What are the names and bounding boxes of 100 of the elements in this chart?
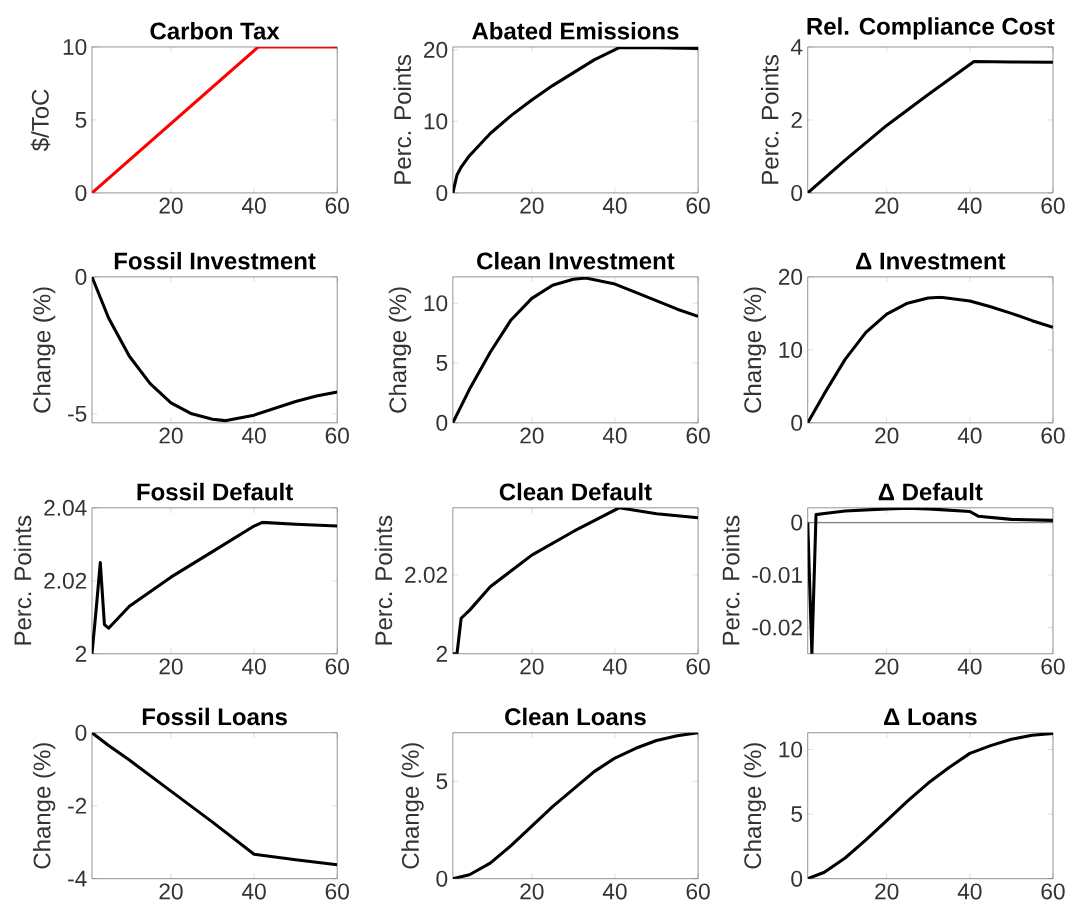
y-tick-label: 10 bbox=[779, 741, 803, 758]
x-tick-label: 20 bbox=[875, 427, 899, 444]
x-tick-label: 40 bbox=[242, 427, 266, 444]
y-tick-label: 0 bbox=[791, 514, 803, 531]
y-tick-label: 2 bbox=[75, 646, 87, 662]
x-tick-label: 40 bbox=[242, 658, 266, 675]
x-tick-label: 20 bbox=[520, 197, 544, 214]
x-tick-label: 20 bbox=[520, 427, 544, 444]
y-tick-label: -5 bbox=[68, 406, 87, 422]
y-tick-label: 20 bbox=[424, 41, 448, 59]
x-tick-label: 20 bbox=[159, 658, 183, 675]
y-tick-label: 2.02 bbox=[405, 567, 447, 584]
x-tick-label: 60 bbox=[1041, 658, 1065, 675]
x-tick-label: 60 bbox=[686, 197, 710, 214]
line-series bbox=[91, 521, 338, 654]
line-series bbox=[807, 507, 1053, 654]
line-series bbox=[807, 295, 1053, 423]
y-tick-label: 2.04 bbox=[44, 499, 87, 517]
y-tick-label: 10 bbox=[424, 113, 448, 130]
y-tick-label: 20 bbox=[778, 269, 803, 286]
y-axis-title: Perc. Points bbox=[13, 516, 32, 645]
chart-title: Δ Loans bbox=[884, 708, 977, 726]
x-tick-label: 40 bbox=[242, 883, 266, 900]
y-axis-title: Perc. Points bbox=[721, 516, 740, 645]
chart-title: Carbon Tax bbox=[150, 22, 280, 40]
y-axis-title: Perc. Points bbox=[393, 55, 412, 184]
x-tick-label: 40 bbox=[602, 197, 627, 214]
y-axis-title: Change (%) bbox=[32, 743, 56, 869]
x-tick-label: 40 bbox=[602, 427, 627, 444]
x-tick-label: 40 bbox=[602, 883, 627, 900]
y-tick-label: 0 bbox=[436, 185, 448, 202]
y-tick-label: 5 bbox=[75, 112, 87, 129]
x-tick-label: 20 bbox=[159, 197, 183, 214]
x-tick-label: 60 bbox=[325, 427, 349, 444]
y-tick-label: 0 bbox=[791, 185, 803, 202]
x-tick-label: 40 bbox=[957, 197, 982, 214]
line-series bbox=[807, 732, 1053, 879]
y-tick-label: 5 bbox=[436, 355, 448, 372]
y-axis-title: Change (%) bbox=[32, 287, 56, 413]
y-tick-label: 10 bbox=[424, 295, 448, 312]
line-series bbox=[807, 60, 1053, 194]
y-tick-label: 0 bbox=[791, 414, 803, 432]
x-tick-label: 20 bbox=[520, 883, 544, 900]
x-tick-label: 20 bbox=[875, 883, 899, 900]
y-tick-label: 2.02 bbox=[44, 572, 87, 589]
y-axis-title: Change (%) bbox=[401, 743, 424, 869]
y-tick-label: 0 bbox=[75, 185, 87, 202]
y-tick-label: 0 bbox=[75, 724, 87, 741]
y-tick-label: -4 bbox=[68, 871, 87, 887]
y-tick-label: 4 bbox=[790, 39, 803, 55]
x-tick-label: 20 bbox=[159, 883, 183, 900]
y-tick-label: 10 bbox=[63, 39, 87, 56]
x-tick-label: 40 bbox=[957, 427, 982, 444]
y-tick-label: 2 bbox=[791, 112, 802, 129]
x-tick-label: 60 bbox=[325, 658, 349, 675]
chart-title: Clean Loans bbox=[505, 707, 646, 726]
y-axis-title: Change (%) bbox=[743, 287, 766, 413]
y-tick-label: 2 bbox=[436, 646, 447, 662]
line-series bbox=[452, 507, 699, 654]
y-tick-label: 10 bbox=[779, 342, 803, 359]
x-tick-label: 20 bbox=[875, 197, 899, 214]
y-tick-label: 0 bbox=[436, 870, 448, 887]
y-axis-title: Perc. Points bbox=[374, 516, 393, 645]
line-series bbox=[91, 732, 338, 867]
chart-title: Δ Default bbox=[878, 482, 983, 501]
y-tick-label: 0 bbox=[436, 414, 448, 432]
line-series bbox=[452, 732, 699, 879]
y-tick-label: 0 bbox=[791, 870, 803, 887]
y-axis-title: $/ToC bbox=[30, 89, 51, 152]
x-tick-label: 20 bbox=[520, 658, 544, 675]
y-tick-label: -0.02 bbox=[752, 619, 802, 636]
y-tick-label: 5 bbox=[436, 773, 448, 790]
x-tick-label: 60 bbox=[325, 883, 349, 900]
y-axis-title: Change (%) bbox=[388, 287, 412, 413]
y-tick-label: 0 bbox=[75, 269, 87, 286]
x-tick-label: 40 bbox=[957, 658, 982, 675]
y-axis-title: Change (%) bbox=[743, 743, 766, 869]
y-axis-title: Perc. Points bbox=[760, 55, 779, 184]
x-tick-label: 20 bbox=[875, 658, 899, 675]
chart-title: Rel. Compliance Cost bbox=[807, 17, 1055, 40]
chart-title: Fossil Loans bbox=[142, 707, 287, 726]
x-tick-label: 60 bbox=[1041, 883, 1065, 900]
chart-title: Δ Investment bbox=[856, 252, 1006, 270]
x-tick-label: 60 bbox=[1041, 427, 1065, 444]
chart-title: Fossil Investment bbox=[114, 252, 316, 270]
x-tick-label: 40 bbox=[957, 883, 982, 900]
y-tick-label: -2 bbox=[68, 797, 87, 814]
x-tick-label: 60 bbox=[1041, 197, 1065, 214]
y-tick-label: 5 bbox=[791, 806, 803, 823]
x-tick-label: 20 bbox=[159, 427, 183, 444]
chart-title: Clean Investment bbox=[477, 252, 675, 270]
chart-title: Clean Default bbox=[499, 482, 652, 501]
chart-title: Abated Emissions bbox=[472, 22, 679, 40]
x-tick-label: 60 bbox=[686, 658, 710, 675]
x-tick-label: 40 bbox=[242, 197, 266, 214]
x-tick-label: 60 bbox=[686, 883, 710, 900]
x-tick-label: 40 bbox=[602, 658, 627, 675]
chart-title: Fossil Default bbox=[137, 482, 293, 501]
x-tick-label: 60 bbox=[686, 427, 710, 444]
y-tick-label: -0.01 bbox=[752, 567, 802, 584]
